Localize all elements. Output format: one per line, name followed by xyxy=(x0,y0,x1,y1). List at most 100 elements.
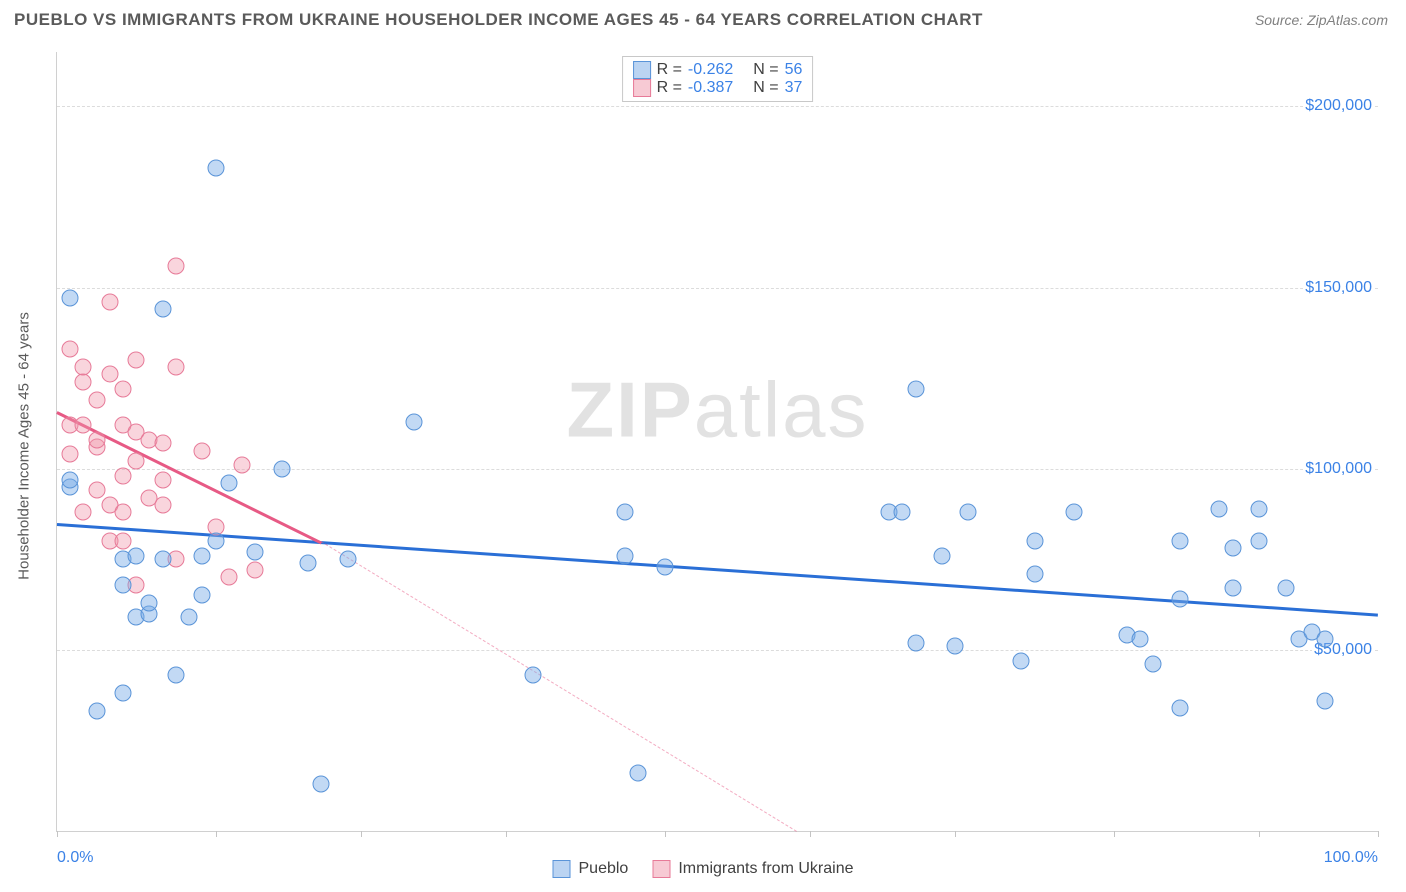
data-point-pueblo xyxy=(1171,591,1188,608)
data-point-pueblo xyxy=(1145,656,1162,673)
data-point-ukraine xyxy=(62,341,79,358)
scatter-plot-area: ZIPatlas R = -0.262 N = 56 R = -0.387 N … xyxy=(56,52,1378,832)
data-point-pueblo xyxy=(907,634,924,651)
data-point-pueblo xyxy=(1132,630,1149,647)
data-point-pueblo xyxy=(181,609,198,626)
n-label: N = xyxy=(753,79,778,97)
x-tick xyxy=(361,831,362,837)
swatch-blue-icon xyxy=(553,860,571,878)
data-point-pueblo xyxy=(1317,630,1334,647)
data-point-pueblo xyxy=(1251,500,1268,517)
x-axis-start-label: 0.0% xyxy=(57,849,93,867)
data-point-pueblo xyxy=(907,380,924,397)
r-value-blue: -0.262 xyxy=(688,61,733,79)
trend-line-ukraine-extrapolated xyxy=(321,541,797,832)
r-label: R = xyxy=(657,79,682,97)
x-tick xyxy=(57,831,58,837)
data-point-ukraine xyxy=(75,373,92,390)
data-point-pueblo xyxy=(194,587,211,604)
y-tick-label: $200,000 xyxy=(1303,97,1374,115)
watermark: ZIPatlas xyxy=(566,365,868,456)
data-point-ukraine xyxy=(115,380,132,397)
data-point-ukraine xyxy=(75,359,92,376)
data-point-pueblo xyxy=(630,765,647,782)
series-legend: Pueblo Immigrants from Ukraine xyxy=(553,860,854,878)
data-point-pueblo xyxy=(524,667,541,684)
n-label: N = xyxy=(753,61,778,79)
data-point-pueblo xyxy=(1013,652,1030,669)
data-point-pueblo xyxy=(1066,504,1083,521)
data-point-pueblo xyxy=(1224,540,1241,557)
data-point-pueblo xyxy=(207,159,224,176)
x-tick xyxy=(506,831,507,837)
data-point-pueblo xyxy=(154,301,171,318)
data-point-pueblo xyxy=(656,558,673,575)
data-point-ukraine xyxy=(101,366,118,383)
data-point-ukraine xyxy=(115,467,132,484)
data-point-pueblo xyxy=(339,551,356,568)
chart-title: PUEBLO VS IMMIGRANTS FROM UKRAINE HOUSEH… xyxy=(14,10,983,30)
data-point-pueblo xyxy=(88,703,105,720)
y-tick-label: $150,000 xyxy=(1303,279,1374,297)
data-point-ukraine xyxy=(194,442,211,459)
n-value-blue: 56 xyxy=(785,61,803,79)
data-point-pueblo xyxy=(617,547,634,564)
data-point-pueblo xyxy=(1171,699,1188,716)
data-point-ukraine xyxy=(101,294,118,311)
data-point-ukraine xyxy=(154,471,171,488)
gridline xyxy=(57,288,1378,289)
x-axis-end-label: 100.0% xyxy=(1324,849,1378,867)
x-tick xyxy=(1259,831,1260,837)
data-point-pueblo xyxy=(934,547,951,564)
gridline xyxy=(57,469,1378,470)
legend-item-pueblo: Pueblo xyxy=(553,860,629,878)
data-point-ukraine xyxy=(128,351,145,368)
data-point-pueblo xyxy=(1224,580,1241,597)
data-point-ukraine xyxy=(167,359,184,376)
data-point-ukraine xyxy=(62,446,79,463)
data-point-pueblo xyxy=(1277,580,1294,597)
legend-label: Immigrants from Ukraine xyxy=(678,860,853,878)
r-label: R = xyxy=(657,61,682,79)
data-point-pueblo xyxy=(1317,692,1334,709)
data-point-pueblo xyxy=(62,471,79,488)
data-point-ukraine xyxy=(88,391,105,408)
x-tick xyxy=(665,831,666,837)
swatch-blue-icon xyxy=(633,61,651,79)
data-point-pueblo xyxy=(1171,533,1188,550)
data-point-pueblo xyxy=(247,544,264,561)
y-tick-label: $100,000 xyxy=(1303,460,1374,478)
data-point-ukraine xyxy=(233,457,250,474)
data-point-ukraine xyxy=(247,562,264,579)
data-point-pueblo xyxy=(128,547,145,564)
x-tick xyxy=(216,831,217,837)
data-point-pueblo xyxy=(194,547,211,564)
data-point-pueblo xyxy=(1251,533,1268,550)
data-point-pueblo xyxy=(617,504,634,521)
legend-label: Pueblo xyxy=(579,860,629,878)
r-value-pink: -0.387 xyxy=(688,79,733,97)
data-point-ukraine xyxy=(128,453,145,470)
data-point-pueblo xyxy=(273,460,290,477)
data-point-ukraine xyxy=(115,533,132,550)
data-point-pueblo xyxy=(1026,565,1043,582)
data-point-pueblo xyxy=(405,413,422,430)
legend-row-ukraine: R = -0.387 N = 37 xyxy=(633,79,803,97)
x-tick xyxy=(1114,831,1115,837)
data-point-pueblo xyxy=(141,594,158,611)
data-point-pueblo xyxy=(1211,500,1228,517)
gridline xyxy=(57,106,1378,107)
y-axis-title: Householder Income Ages 45 - 64 years xyxy=(16,312,33,580)
data-point-pueblo xyxy=(947,638,964,655)
data-point-pueblo xyxy=(207,533,224,550)
data-point-pueblo xyxy=(62,290,79,307)
x-tick xyxy=(810,831,811,837)
x-tick xyxy=(955,831,956,837)
data-point-pueblo xyxy=(220,475,237,492)
data-point-ukraine xyxy=(88,482,105,499)
data-point-ukraine xyxy=(115,504,132,521)
data-point-ukraine xyxy=(154,435,171,452)
data-point-pueblo xyxy=(960,504,977,521)
data-point-pueblo xyxy=(115,576,132,593)
source-attribution: Source: ZipAtlas.com xyxy=(1255,12,1388,28)
